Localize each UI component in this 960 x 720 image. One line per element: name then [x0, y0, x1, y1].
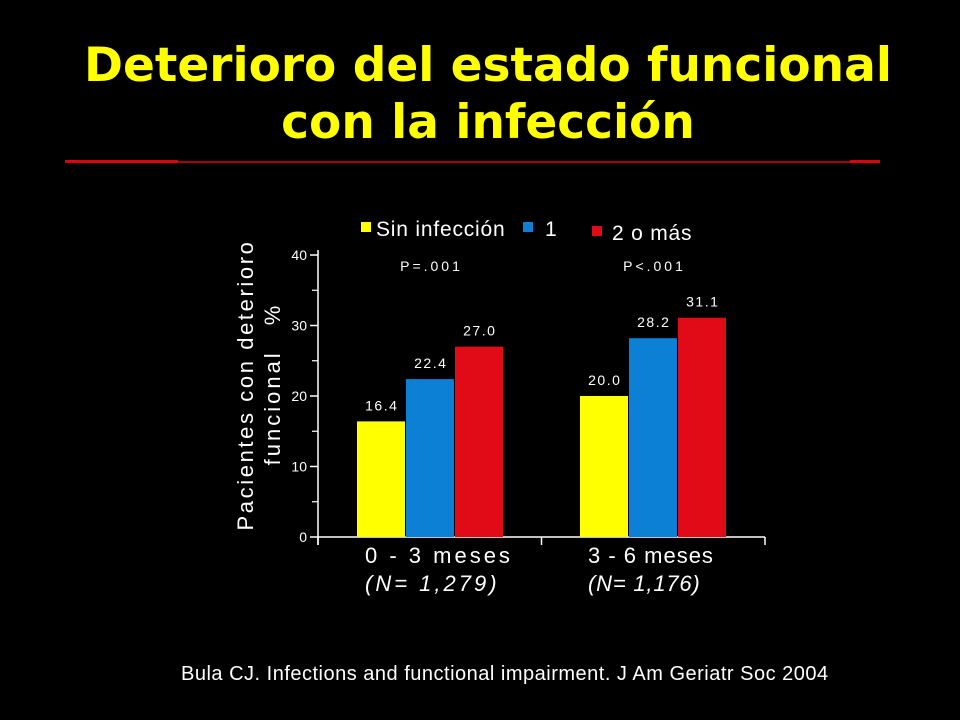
bar-value-label: 28.2 [637, 314, 670, 330]
legend-label: 2 o más [612, 222, 692, 245]
bar [357, 421, 405, 537]
title-rule-middle-segment [178, 161, 850, 163]
bar-value-label: 20.0 [588, 372, 621, 388]
legend-label: 1 [545, 218, 557, 241]
y-tick-label: 10 [291, 459, 307, 475]
y-tick-label: 40 [291, 247, 307, 263]
legend-item: 2 o más [592, 222, 692, 245]
legend-swatch [523, 222, 533, 232]
y-axis-title-line: funcional % [260, 303, 285, 466]
bar [406, 379, 454, 537]
y-axis-title: Pacientes con deterioro funcional % [233, 240, 285, 531]
legend-swatch [361, 222, 371, 232]
bar [678, 317, 726, 537]
p-value-label: P=.001 [400, 258, 463, 274]
bar [455, 346, 503, 537]
legend-item: 1 [523, 218, 557, 241]
legend-label: Sin infección [376, 218, 505, 241]
bar-value-label: 22.4 [414, 355, 447, 371]
bar-value-label: 31.1 [686, 294, 719, 310]
x-category-sublabel: (N= 1,176) [588, 571, 701, 596]
y-axis: 0 10 20 30 40 [291, 247, 319, 545]
title-rule-left-segment [65, 160, 178, 163]
p-value-label: P<.001 [623, 258, 686, 274]
x-category-label: 3 - 6 meses [588, 543, 714, 568]
y-tick-label: 30 [291, 318, 307, 334]
bar-value-label: 16.4 [365, 397, 398, 413]
bar-value-labels: 16.4 22.4 27.0 20.0 28.2 31.1 [365, 294, 719, 414]
p-value-labels: P=.001 P<.001 [400, 258, 686, 274]
bars [357, 317, 726, 537]
y-axis-title-line: Pacientes con deterioro [233, 240, 258, 531]
legend-item: Sin infección [361, 218, 505, 241]
chart-legend: Sin infección 1 2 o más [361, 218, 692, 245]
x-category-label: 0 - 3 meses [365, 543, 513, 568]
bar-value-label: 27.0 [463, 323, 496, 339]
slide-title: Deterioro del estado funcional con la in… [84, 38, 892, 150]
x-category-sublabel: (N= 1,279) [365, 571, 500, 596]
title-rule-right-segment [850, 160, 880, 163]
citation: Bula CJ. Infections and functional impai… [181, 663, 829, 685]
x-category-labels: 0 - 3 meses (N= 1,279) 3 - 6 meses (N= 1,17… [365, 543, 714, 596]
y-tick-label: 20 [291, 388, 307, 404]
bar [629, 338, 677, 537]
bar [580, 396, 628, 537]
y-tick-label: 0 [299, 529, 307, 545]
legend-swatch [592, 226, 602, 236]
